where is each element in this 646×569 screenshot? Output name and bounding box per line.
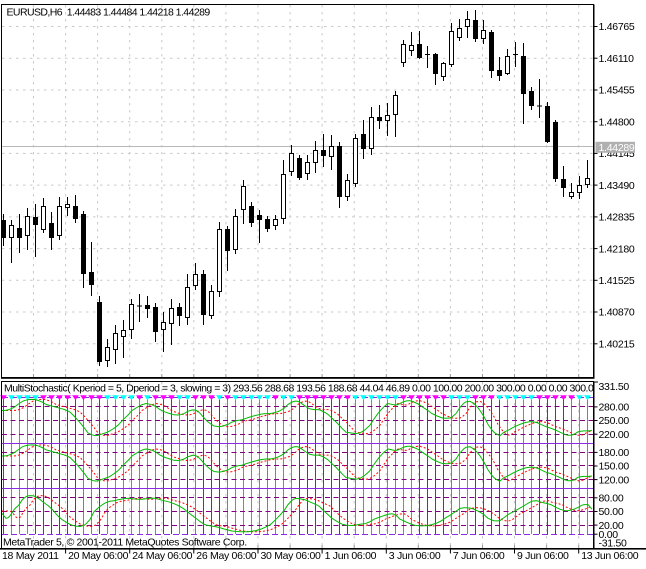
svg-text:1.46765: 1.46765 xyxy=(599,21,635,33)
svg-text:1 Jun 06:00: 1 Jun 06:00 xyxy=(325,550,377,562)
svg-text:120.00: 120.00 xyxy=(599,474,630,486)
svg-text:50.00: 50.00 xyxy=(599,506,624,518)
svg-text:150.00: 150.00 xyxy=(599,461,630,473)
svg-text:1.42180: 1.42180 xyxy=(599,243,635,255)
svg-text:24 May 06:00: 24 May 06:00 xyxy=(132,550,192,562)
svg-text:180.00: 180.00 xyxy=(599,447,630,459)
svg-text:1.41525: 1.41525 xyxy=(599,275,635,287)
svg-text:1.44800: 1.44800 xyxy=(599,116,635,128)
svg-text:1.42835: 1.42835 xyxy=(599,212,635,224)
svg-text:280.00: 280.00 xyxy=(599,402,630,414)
svg-text:250.00: 250.00 xyxy=(599,415,630,427)
svg-text:MetaTrader 5, © 2001-2011 Meta: MetaTrader 5, © 2001-2011 MetaQuotes Sof… xyxy=(3,537,247,549)
svg-text:1.44289: 1.44289 xyxy=(599,142,635,154)
svg-text:20 May 06:00: 20 May 06:00 xyxy=(68,550,128,562)
svg-text:1.40870: 1.40870 xyxy=(599,307,635,319)
svg-text:9 Jun 06:00: 9 Jun 06:00 xyxy=(517,550,569,562)
svg-text:1.40215: 1.40215 xyxy=(599,339,635,351)
svg-text:7 Jun 06:00: 7 Jun 06:00 xyxy=(453,550,505,562)
svg-text:EURUSD,H6 1.44483 1.44484 1.4: EURUSD,H6 1.44483 1.44484 1.44218 1.4428… xyxy=(7,7,211,19)
svg-text:1.46110: 1.46110 xyxy=(599,53,635,65)
svg-text:20.00: 20.00 xyxy=(599,520,624,532)
svg-text:220.00: 220.00 xyxy=(599,429,630,441)
svg-text:30 May 06:00: 30 May 06:00 xyxy=(261,550,321,562)
svg-text:26 May 06:00: 26 May 06:00 xyxy=(196,550,256,562)
svg-text:18 May 2011: 18 May 2011 xyxy=(2,550,59,562)
svg-text:0.00: 0.00 xyxy=(599,529,619,541)
svg-text:MultiStochastic( Kperiod = 5,: MultiStochastic( Kperiod = 5, Dperiod = … xyxy=(4,383,594,395)
svg-text:1.43490: 1.43490 xyxy=(599,180,635,192)
svg-text:3 Jun 06:00: 3 Jun 06:00 xyxy=(389,550,441,562)
svg-text:13 Jun 06:00: 13 Jun 06:00 xyxy=(581,550,639,562)
svg-text:331.50: 331.50 xyxy=(599,381,630,393)
svg-text:80.00: 80.00 xyxy=(599,493,624,505)
svg-text:1.45455: 1.45455 xyxy=(599,85,635,97)
svg-text:-31.50: -31.50 xyxy=(599,538,628,550)
